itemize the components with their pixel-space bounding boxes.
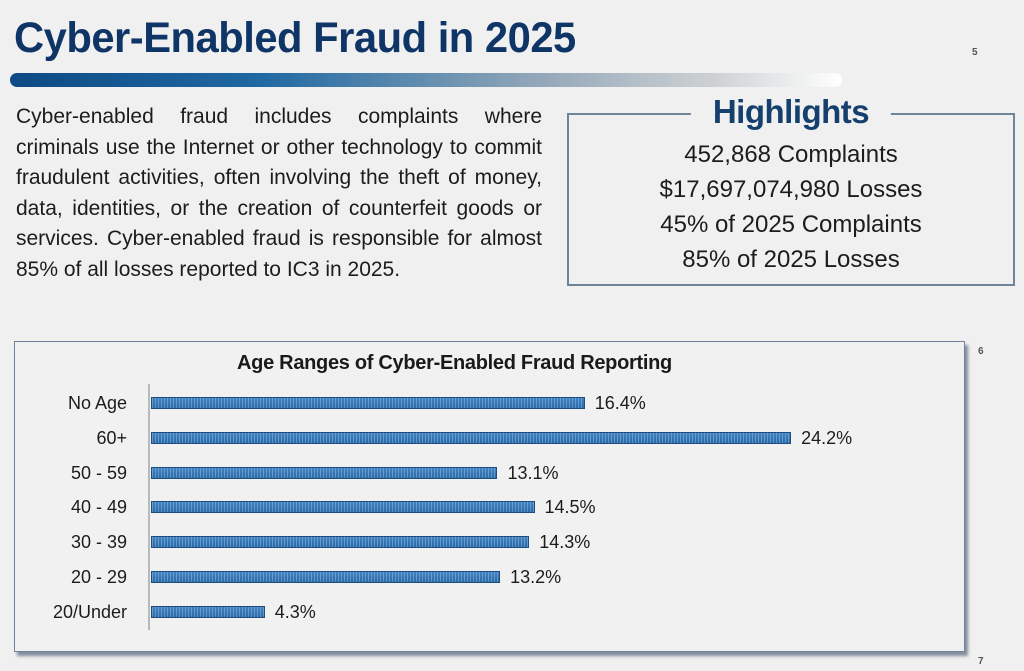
chart-bar-row: 30 - 39 14.3% <box>15 530 964 554</box>
title-underline-bar <box>10 73 842 87</box>
bar-value-label: 14.3% <box>539 532 591 553</box>
bar-value-label: 24.2% <box>801 427 853 448</box>
description-paragraph: Cyber-enabled fraud includes complaints … <box>16 105 542 281</box>
bar-category-label: 50 - 59 <box>70 462 127 483</box>
bar-value-label: 4.3% <box>274 601 316 622</box>
highlights-list: 452,868 Complaints $17,697,074,980 Losse… <box>569 137 1013 277</box>
page-number: 5 <box>972 47 978 58</box>
bar-category-label: No Age <box>67 393 127 413</box>
bar-value-label: 16.4% <box>594 393 646 413</box>
bar-category-label: 30 - 39 <box>70 532 127 553</box>
bar-value-label: 13.2% <box>510 567 562 587</box>
chart-bar <box>151 431 792 444</box>
bar-category-label: 20/Under <box>52 601 127 622</box>
chart-bar <box>151 501 535 514</box>
bar-category-label: 60+ <box>96 427 127 448</box>
bar-value-label: 13.1% <box>507 462 559 483</box>
chart-bar <box>151 605 265 618</box>
age-range-chart: Age Ranges of Cyber-Enabled Fraud Report… <box>14 341 965 652</box>
chart-bar-row: No Age 16.4% <box>15 391 964 415</box>
highlights-title: Highlights <box>690 93 892 131</box>
chart-bar-row: 50 - 59 13.1% <box>15 461 964 485</box>
bar-category-label: 40 - 49 <box>70 497 127 518</box>
chart-bar <box>151 466 498 479</box>
highlight-loss-share: 85% of 2025 Losses <box>682 246 900 273</box>
chart-title: Age Ranges of Cyber-Enabled Fraud Report… <box>237 352 672 374</box>
bar-value-label: 14.5% <box>544 497 596 518</box>
chart-bar-row: 40 - 49 14.5% <box>15 495 964 519</box>
chart-bar <box>151 536 530 549</box>
chart-bar <box>151 571 501 583</box>
bar-category-label: 20 - 29 <box>70 567 127 587</box>
highlight-complaints: 452,868 Complaints <box>684 141 898 168</box>
page-title: Cyber-Enabled Fraud in 2025 <box>14 14 576 62</box>
page-number: 6 <box>978 346 984 357</box>
chart-axis-line <box>148 384 150 630</box>
page-number: 7 <box>978 656 984 667</box>
chart-bar <box>151 397 585 409</box>
highlight-losses: $17,697,074,980 Losses <box>659 176 923 203</box>
highlight-complaint-share: 45% of 2025 Complaints <box>660 211 922 238</box>
chart-bar-row: 20/Under 4.3% <box>15 600 964 624</box>
chart-bar-row: 60+ 24.2% <box>15 426 964 450</box>
highlights-panel: Highlights 452,868 Complaints $17,697,07… <box>567 93 1015 286</box>
chart-bar-row: 20 - 29 13.2% <box>15 565 964 589</box>
